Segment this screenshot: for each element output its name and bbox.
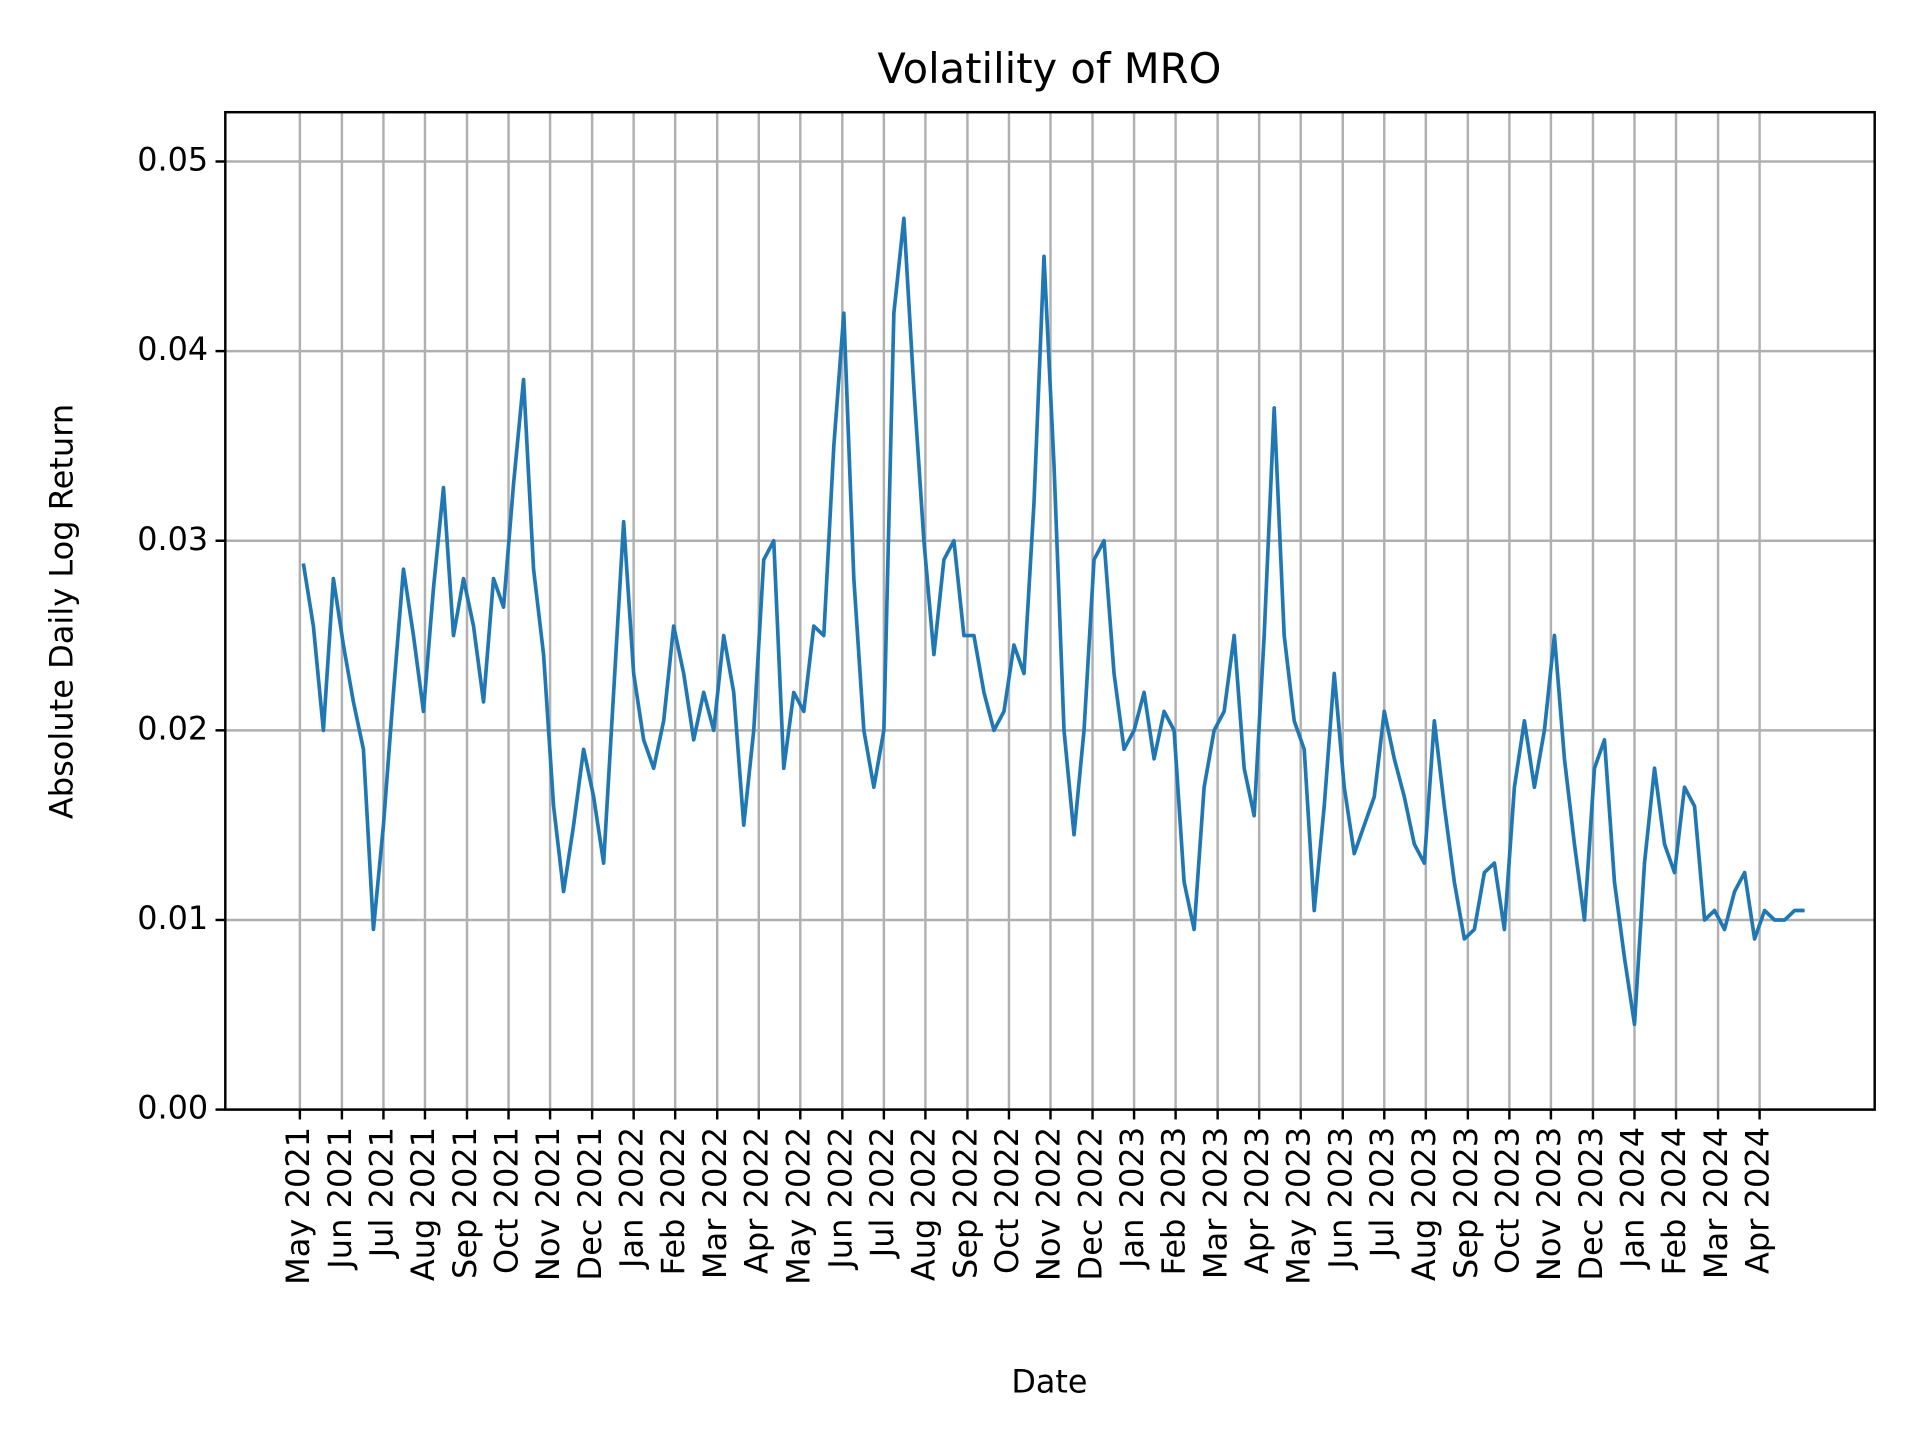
x-tick-label: Nov 2021 — [529, 1127, 567, 1281]
x-tick-label: Dec 2021 — [571, 1127, 609, 1281]
x-tick-label: Oct 2022 — [988, 1127, 1026, 1274]
x-tick-label: Mar 2022 — [696, 1127, 734, 1279]
x-tick-label: Nov 2023 — [1530, 1127, 1568, 1281]
plot-frame — [224, 110, 1876, 1111]
x-tick-label: Aug 2023 — [1405, 1127, 1443, 1281]
x-tick-label: Sep 2022 — [947, 1127, 985, 1279]
line-series — [301, 216, 1805, 1027]
x-tick-label: Apr 2022 — [738, 1127, 776, 1274]
x-tick-label: Feb 2022 — [654, 1127, 692, 1275]
x-tick-label: Oct 2023 — [1488, 1127, 1526, 1274]
x-tick-label: Jun 2022 — [821, 1127, 859, 1271]
x-tick-label: Jul 2022 — [863, 1127, 901, 1259]
y-axis-label: Absolute Daily Log Return — [43, 404, 81, 819]
y-tick-label: 0.02 — [137, 709, 208, 747]
x-tick-label: Nov 2022 — [1030, 1127, 1068, 1281]
x-tick-label: May 2021 — [279, 1127, 317, 1285]
x-tick-label: Jul 2023 — [1363, 1127, 1401, 1259]
y-tick-label: 0.05 — [137, 140, 208, 178]
chart-title: Volatility of MRO — [877, 44, 1221, 93]
x-tick-label: Dec 2023 — [1572, 1127, 1610, 1281]
x-tick-label: Apr 2024 — [1739, 1127, 1777, 1274]
x-tick-label: Mar 2023 — [1197, 1127, 1235, 1279]
x-tick-label: May 2023 — [1280, 1127, 1318, 1285]
x-tick-label: Oct 2021 — [488, 1127, 526, 1274]
x-tick-label: Jan 2024 — [1614, 1127, 1652, 1270]
y-tick-label: 0.01 — [137, 899, 208, 937]
y-tick-label: 0.03 — [137, 520, 208, 558]
x-tick-label: Feb 2023 — [1155, 1127, 1193, 1275]
x-tick-label: May 2022 — [779, 1127, 817, 1285]
x-tick-label: Mar 2024 — [1697, 1127, 1735, 1279]
y-tick-label: 0.04 — [137, 330, 208, 368]
x-tick-label: Jan 2023 — [1113, 1127, 1151, 1270]
x-tick-label: Dec 2022 — [1072, 1127, 1110, 1281]
x-tick-label: Apr 2023 — [1238, 1127, 1276, 1274]
x-tick-label: Jun 2021 — [321, 1127, 359, 1271]
x-tick-label: Feb 2024 — [1655, 1127, 1693, 1275]
x-tick-label: Jul 2021 — [363, 1127, 401, 1259]
x-tick-label: Jan 2022 — [613, 1127, 651, 1270]
x-tick-label: Aug 2021 — [404, 1127, 442, 1281]
x-axis-label: Date — [1011, 1362, 1087, 1400]
x-tick-label: Sep 2021 — [446, 1127, 484, 1279]
x-tick-label: Sep 2023 — [1447, 1127, 1485, 1279]
x-tick-label: Jun 2023 — [1322, 1127, 1360, 1271]
y-tick-label: 0.00 — [137, 1089, 208, 1127]
x-tick-label: Aug 2022 — [904, 1127, 942, 1281]
